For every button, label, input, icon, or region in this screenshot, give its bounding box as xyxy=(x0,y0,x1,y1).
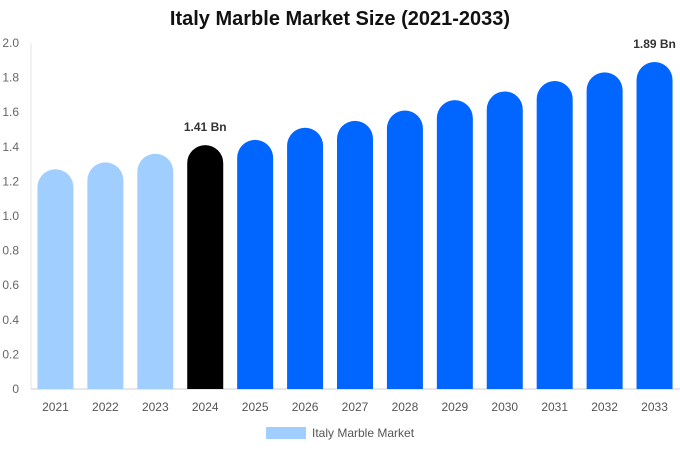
legend[interactable]: Italy Marble Market xyxy=(266,426,414,440)
bar-2025 xyxy=(237,139,274,389)
bar-2032 xyxy=(586,72,623,389)
y-tick-label: 0.4 xyxy=(2,313,19,327)
y-tick-label: 0.8 xyxy=(2,244,19,258)
bar-2030 xyxy=(486,91,523,390)
bar-2021 xyxy=(37,169,74,389)
y-tick-label: 0.6 xyxy=(2,278,19,292)
bar-2033 xyxy=(636,62,673,390)
chart-title: Italy Marble Market Size (2021-2033) xyxy=(169,8,511,30)
x-tick-label: 2031 xyxy=(541,400,568,414)
y-tick-label: 1.4 xyxy=(2,140,19,154)
legend-label: Italy Marble Market xyxy=(312,426,415,440)
bar-2029 xyxy=(436,100,473,389)
x-tick-label: 2033 xyxy=(641,400,668,414)
y-tick-label: 1.2 xyxy=(2,174,19,188)
x-tick-label: 2025 xyxy=(242,400,269,414)
legend-swatch xyxy=(266,427,306,439)
x-tick-label: 2024 xyxy=(192,400,219,414)
data-label: 1.41 Bn xyxy=(184,120,227,134)
x-tick-label: 2021 xyxy=(42,400,69,414)
bar-2022 xyxy=(87,162,124,389)
bar-2024 xyxy=(187,145,224,389)
y-tick-label: 1.0 xyxy=(2,209,19,223)
bar-2027 xyxy=(337,120,373,389)
bar-2031 xyxy=(536,81,573,389)
y-tick-label: 0 xyxy=(12,382,19,396)
bar-2026 xyxy=(287,127,324,389)
x-tick-label: 2026 xyxy=(292,400,319,414)
y-tick-label: 1.8 xyxy=(2,71,19,85)
y-tick-label: 1.6 xyxy=(2,105,19,119)
x-tick-label: 2023 xyxy=(142,400,169,414)
x-tick-label: 2029 xyxy=(441,400,468,414)
x-tick-label: 2028 xyxy=(392,400,419,414)
data-label: 1.89 Bn xyxy=(633,37,676,51)
y-tick-label: 0.2 xyxy=(2,347,19,361)
x-tick-label: 2032 xyxy=(591,400,618,414)
y-tick-label: 2.0 xyxy=(2,36,19,50)
bar-2028 xyxy=(386,110,423,389)
bar-2023 xyxy=(137,153,174,389)
x-tick-label: 2027 xyxy=(342,400,369,414)
x-tick-label: 2022 xyxy=(92,400,119,414)
x-tick-label: 2030 xyxy=(491,400,518,414)
